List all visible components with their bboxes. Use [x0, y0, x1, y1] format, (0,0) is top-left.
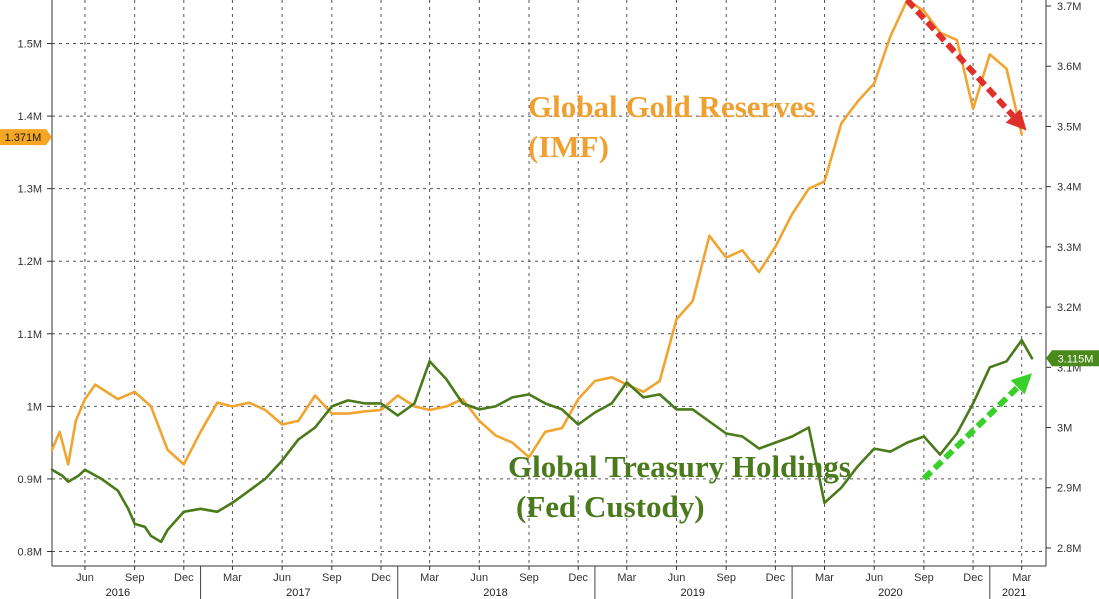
year-label: 2018: [483, 587, 507, 599]
x-tick-label: Jun: [865, 572, 883, 584]
annotation-gold-line: (IMF): [528, 129, 609, 164]
gridlines: [52, 0, 1046, 566]
x-tick-label: Sep: [125, 572, 145, 584]
annotation-gold-line: Global Gold Reserves: [528, 89, 816, 124]
left-tick-label: 1.5M: [18, 39, 42, 51]
x-tick-label: Jun: [76, 572, 94, 584]
right-tick-label: 3.2M: [1057, 302, 1081, 314]
gold-value-badge-label: 1.371M: [5, 132, 42, 144]
arrow-up-shaft: [921, 385, 1020, 481]
left-tick-label: 1M: [27, 401, 42, 413]
right-tick-label: 2.9M: [1057, 483, 1081, 495]
series-line-gold-reserves: [50, 0, 1024, 466]
right-tick-label: 3.4M: [1057, 182, 1081, 194]
annotation-treasury-line: Global Treasury Holdings: [508, 449, 851, 484]
series: [50, 0, 1034, 544]
right-tick-label: 3.7M: [1057, 1, 1081, 13]
year-label: 2019: [680, 587, 704, 599]
x-tick-label: Dec: [766, 572, 786, 584]
x-tick-label: Jun: [470, 572, 488, 584]
left-tick-label: 1.3M: [18, 184, 42, 196]
x-tick-label: Mar: [420, 572, 439, 584]
left-tick-label: 1.4M: [18, 111, 42, 123]
annotations: Global Gold Reserves (IMF) Global Treasury…: [508, 0, 1032, 524]
year-label: 2017: [286, 587, 310, 599]
x-tick-label: Mar: [223, 572, 242, 584]
arrow-up-head: [1010, 373, 1032, 395]
x-tick-label: Sep: [914, 572, 934, 584]
year-label: 2016: [106, 587, 130, 599]
year-label: 2021: [1002, 587, 1026, 599]
right-tick-label: 3.6M: [1057, 61, 1081, 73]
left-tick-label: 1.1M: [18, 329, 42, 341]
right-tick-label: 3M: [1057, 423, 1072, 435]
treasury-value-badge-label: 3.115M: [1058, 353, 1094, 365]
x-tick-label: Mar: [1012, 572, 1031, 584]
series-line-treasury-holdings: [50, 338, 1034, 544]
badges: 1.371M 3.115M: [0, 129, 1099, 367]
axes: 0.8M 0.9M 1M 1.1M 1.2M 1.3M 1.4M 1.5M 2.8M 2.9M 3M…: [18, 0, 1081, 599]
x-tick-label: Jun: [668, 572, 686, 584]
right-tick-label: 3.5M: [1057, 121, 1081, 133]
x-tick-label: Sep: [519, 572, 539, 584]
treasury-value-badge: [1052, 350, 1099, 367]
x-tick-label: Sep: [322, 572, 342, 584]
treasury-badge-pointer: [1046, 350, 1052, 367]
left-tick-label: 0.9M: [18, 474, 42, 486]
x-tick-label: Mar: [617, 572, 636, 584]
arrow-down-head: [1005, 109, 1027, 131]
right-tick-label: 3.3M: [1057, 242, 1081, 254]
x-tick-label: Dec: [963, 572, 983, 584]
right-tick-label: 2.8M: [1057, 543, 1081, 555]
x-tick-label: Mar: [815, 572, 834, 584]
gold-badge-pointer: [46, 129, 52, 146]
gold-value-badge: [0, 129, 46, 146]
x-tick-label: Dec: [568, 572, 588, 584]
x-tick-label: Jun: [273, 572, 291, 584]
left-tick-label: 0.8M: [18, 546, 42, 558]
annotation-treasury-line: (Fed Custody): [516, 489, 705, 524]
x-tick-label: Dec: [371, 572, 391, 584]
x-tick-label: Dec: [174, 572, 194, 584]
left-tick-label: 1.2M: [18, 256, 42, 268]
year-label: 2020: [878, 587, 902, 599]
arrow-down-shaft: [904, 0, 1016, 118]
x-tick-label: Sep: [716, 572, 736, 584]
